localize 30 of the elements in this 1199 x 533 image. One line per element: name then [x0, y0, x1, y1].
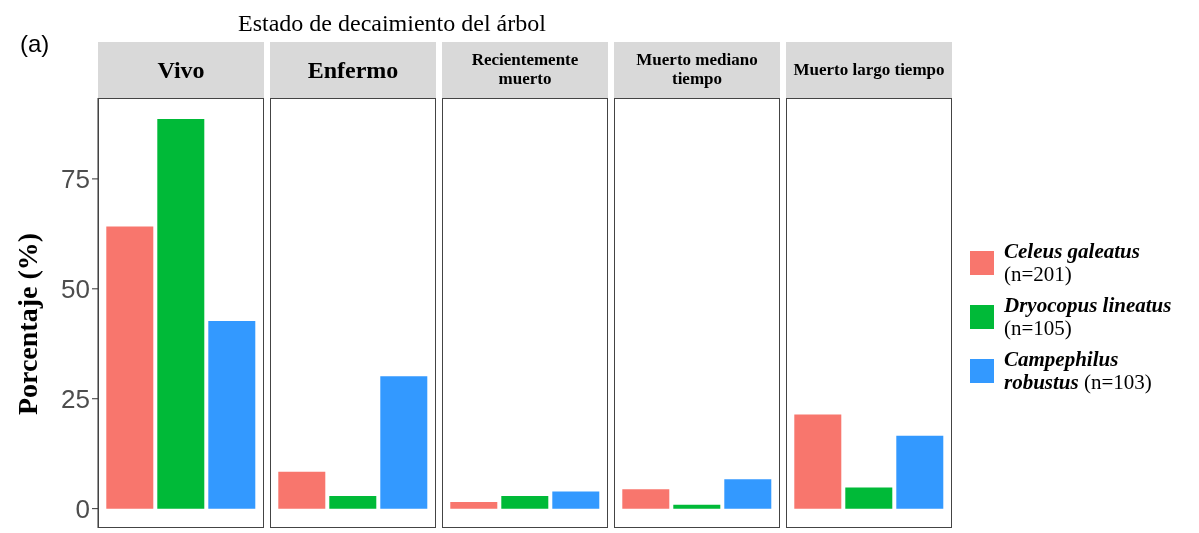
bar	[501, 495, 549, 509]
y-tick-label: 25	[61, 383, 90, 414]
x-tick-label: Enfermo	[270, 42, 436, 98]
bar	[896, 435, 944, 509]
bar	[329, 495, 377, 509]
bar	[157, 119, 205, 509]
y-tick-label: 0	[75, 493, 90, 524]
bar	[673, 504, 721, 509]
bar	[845, 487, 893, 509]
legend-label: Dryocopus lineatus (n=105)	[1004, 293, 1172, 341]
bar	[278, 471, 326, 509]
x-tick-label: Recientemente muerto	[442, 42, 608, 98]
text: (a)	[20, 30, 50, 58]
legend-label: Celeus galeatus (n=201)	[1004, 239, 1140, 287]
y-tick-label: 50	[61, 274, 90, 305]
x-tick-label: Vivo	[98, 42, 264, 98]
y-axis-title: Porcentaje (%)	[12, 231, 44, 418]
bar	[794, 414, 842, 509]
bar	[552, 491, 600, 509]
x-tick-label: Muerto largo tiempo	[786, 42, 952, 98]
bar	[106, 226, 154, 509]
bar	[622, 489, 670, 509]
y-tick-label: 75	[61, 164, 90, 195]
bar	[724, 479, 772, 509]
bar	[450, 502, 498, 509]
bar	[208, 320, 256, 509]
chart-title: Estado de decaimiento del árbol	[238, 10, 546, 37]
legend-label: Campephilus robustus (n=103)	[1004, 347, 1152, 395]
x-tick-label: Muerto mediano tiempo	[614, 42, 780, 98]
bar	[380, 376, 428, 509]
